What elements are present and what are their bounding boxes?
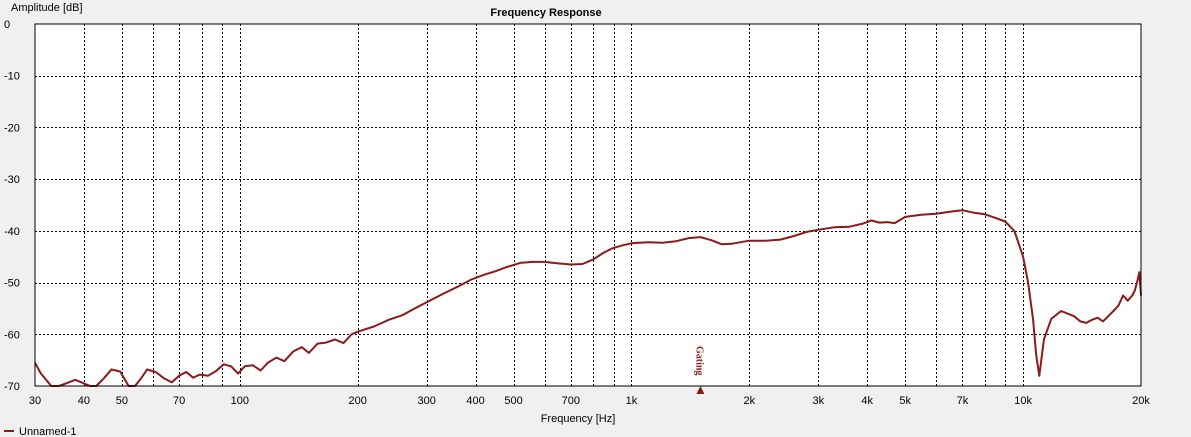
legend: Unnamed-1 xyxy=(4,426,76,437)
x-tick-labels: 30 40 50 70 100 200 300 400 500 700 1k 2k 3k 4k 5k 7k 10… xyxy=(29,395,1150,407)
y-tick-label: -50 xyxy=(4,278,20,290)
y-tick-labels: 0 -10 -20 -30 -40 -50 -60 -70 xyxy=(4,19,20,393)
x-tick-label: 20k xyxy=(1132,395,1150,407)
x-tick-label: 30 xyxy=(29,395,41,407)
y-tick-label: -20 xyxy=(4,122,20,134)
y-tick-label: 0 xyxy=(4,19,10,31)
y-tick-label: -30 xyxy=(4,174,20,186)
legend-label: Unnamed-1 xyxy=(19,426,76,437)
x-tick-label: 7k xyxy=(957,395,969,407)
x-tick-label: 700 xyxy=(562,395,580,407)
x-tick-label: 200 xyxy=(349,395,367,407)
y-tick-label: -70 xyxy=(4,381,20,393)
x-tick-label: 50 xyxy=(116,395,128,407)
x-tick-label: 3k xyxy=(812,395,824,407)
x-tick-label: 2k xyxy=(744,395,756,407)
x-tick-label: 1k xyxy=(626,395,638,407)
gating-marker-label: Gating xyxy=(693,346,704,375)
x-tick-label: 500 xyxy=(504,395,522,407)
grid-lines xyxy=(35,24,1141,386)
series-line xyxy=(34,209,1142,387)
plot-border xyxy=(34,23,1142,387)
y-tick-label: -40 xyxy=(4,226,20,238)
x-tick-label: 300 xyxy=(417,395,435,407)
plot-area xyxy=(35,24,1141,386)
gating-marker: Gating xyxy=(693,346,705,394)
x-tick-label: 100 xyxy=(231,395,249,407)
x-axis-label: Frequency [Hz] xyxy=(541,413,616,425)
chart-title: Frequency Response xyxy=(490,7,601,19)
x-tick-label: 10k xyxy=(1014,395,1032,407)
x-tick-label: 70 xyxy=(173,395,185,407)
x-tick-label: 5k xyxy=(899,395,911,407)
y-tick-label: -10 xyxy=(4,71,20,83)
x-tick-label: 4k xyxy=(861,395,873,407)
x-tick-label: 40 xyxy=(78,395,90,407)
x-tick-label: 400 xyxy=(466,395,484,407)
y-axis-label: Amplitude [dB] xyxy=(11,2,83,14)
gating-marker-arrow xyxy=(696,386,705,394)
y-tick-label: -60 xyxy=(4,329,20,341)
series-lines xyxy=(34,209,1142,387)
